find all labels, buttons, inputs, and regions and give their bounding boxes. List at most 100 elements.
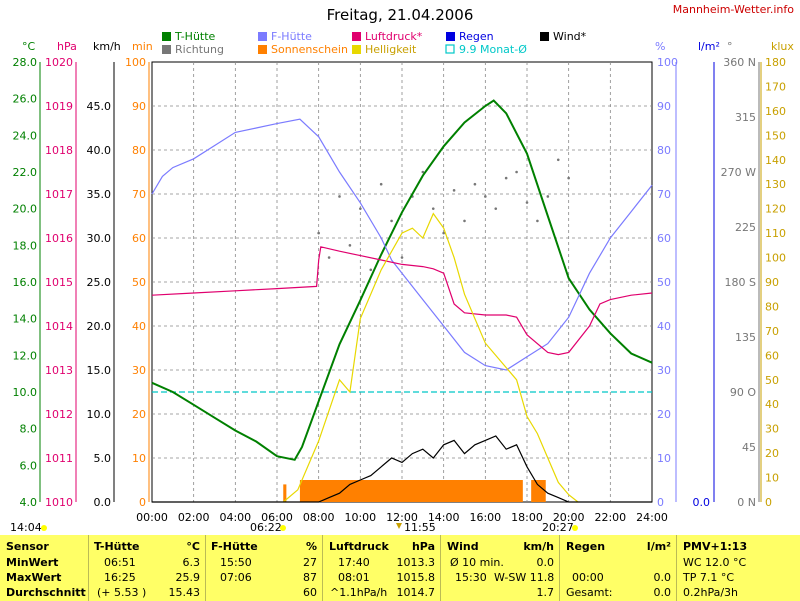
temp-axis-unit: °C <box>22 40 36 53</box>
legend-label: Helligkeit <box>365 43 417 56</box>
legend-swatch <box>162 45 171 54</box>
humidity-axis-tick: 90 <box>657 100 671 113</box>
stats-cell: 08:01 <box>338 571 370 584</box>
pressure-axis-tick: 1018 <box>45 144 73 157</box>
humidity-line <box>151 118 653 371</box>
temp-axis-tick: 28.0 <box>13 56 38 69</box>
stats-header-wind: Wind <box>447 540 479 553</box>
humidity-axis-tick: 60 <box>657 232 671 245</box>
sun-icon <box>41 525 47 531</box>
direction-axis-unit: ° <box>727 40 733 53</box>
brightness-axis-tick: 150 <box>765 129 786 142</box>
brightness-axis-tick: 40 <box>765 398 779 411</box>
pressure-axis-tick: 1013 <box>45 364 73 377</box>
temp-axis-tick: 16.0 <box>13 276 38 289</box>
stats-header-rain: Regen <box>566 540 606 553</box>
sunshine-bar <box>283 484 287 502</box>
stats-divider <box>322 535 323 601</box>
solar-noon-time: 11:55 <box>404 521 436 534</box>
humidity-axis-tick: 40 <box>657 320 671 333</box>
stats-cell: 1013.3 <box>396 556 436 569</box>
stats-row-label: Durchschnitt <box>6 586 86 599</box>
sunshine-axis-tick: 10 <box>132 452 146 465</box>
weather-chart: Freitag, 21.04.2006 Mannheim-Wetter.info T… <box>10 3 794 534</box>
stats-row-label: MinWert <box>6 556 59 569</box>
sunshine-bar <box>299 480 523 502</box>
stats-cell: Gesamt: <box>566 586 613 599</box>
temp-axis-tick: 14.0 <box>13 313 38 326</box>
stats-cell: 6.3 <box>182 556 201 569</box>
brightness-axis-tick: 160 <box>765 105 786 118</box>
sunshine-bar <box>531 480 546 502</box>
wind-axis-unit: km/h <box>93 40 121 53</box>
wind-axis-tick: 30.0 <box>87 232 112 245</box>
pressure-axis-tick: 1012 <box>45 408 73 421</box>
legend-label: 9.9 Monat-Ø <box>459 43 527 56</box>
wind-direction-point <box>390 219 393 223</box>
sunrise-time: 06:22 <box>250 521 282 534</box>
stats-divider <box>676 535 677 601</box>
temperature-line <box>151 99 653 461</box>
stats-header-temp: T-Hütte <box>94 540 140 553</box>
x-axis-tick: 08:00 <box>303 511 335 524</box>
brightness-axis-tick: 50 <box>765 374 779 387</box>
stats-cell: 00:00 <box>572 571 604 584</box>
pressure-axis-tick: 1020 <box>45 56 73 69</box>
temp-axis-tick: 26.0 <box>13 93 38 106</box>
rain-axis-unit: l/m² <box>698 40 720 53</box>
brightness-axis-tick: 130 <box>765 178 786 191</box>
pressure-line <box>151 246 653 356</box>
wind-axis-tick: 35.0 <box>87 188 112 201</box>
legend-swatch <box>258 45 267 54</box>
chart-title: Freitag, 21.04.2006 <box>327 6 474 24</box>
stats-cell: 15.43 <box>168 586 201 599</box>
stats-cell: 0.0 <box>653 571 672 584</box>
humidity-axis-tick: 80 <box>657 144 671 157</box>
wind-direction-point <box>525 201 529 204</box>
humidity-axis-unit: % <box>655 40 665 53</box>
temp-axis-tick: 24.0 <box>13 129 38 142</box>
stats-cell: 15:30 <box>455 571 487 584</box>
brightness-axis-tick: 90 <box>765 276 779 289</box>
pressure-axis-tick: 1015 <box>45 276 73 289</box>
stats-cell: 15:50 <box>220 556 252 569</box>
wind-axis-tick: 15.0 <box>87 364 112 377</box>
wind-direction-point <box>431 207 435 210</box>
wind-direction-point <box>348 244 352 247</box>
stats-cell: 16:25 <box>104 571 136 584</box>
brightness-axis-tick: 10 <box>765 472 779 485</box>
legend-label: Regen <box>459 30 494 43</box>
wind-direction-point <box>546 195 550 198</box>
stats-cell: 0.2hPa/3h <box>683 586 739 599</box>
rain-axis-tick: 0.0 <box>693 496 711 509</box>
x-axis-tick: 06:00 <box>261 511 293 524</box>
legend-swatch <box>446 32 455 41</box>
stats-header-humidity: F-Hütte <box>211 540 258 553</box>
humidity-axis-tick: 50 <box>657 276 671 289</box>
temp-axis-tick: 20.0 <box>13 203 38 216</box>
legend-label: Richtung <box>175 43 224 56</box>
stats-cell: 07:06 <box>220 571 252 584</box>
x-axis-tick: 20:00 <box>553 511 585 524</box>
pressure-axis-tick: 1014 <box>45 320 73 333</box>
wind-axis-tick: 20.0 <box>87 320 112 333</box>
sunshine-axis-tick: 90 <box>132 100 146 113</box>
wind-axis-tick: 5.0 <box>94 452 112 465</box>
stats-header-humidity-unit: % <box>305 540 317 553</box>
direction-axis-tick: 90 O <box>730 386 756 399</box>
wind-direction-point <box>515 170 518 174</box>
legend-swatch <box>258 32 267 41</box>
stats-cell: 06:51 <box>104 556 136 569</box>
legend-label: Sonnenschein <box>271 43 348 56</box>
wind-direction-point <box>556 158 560 162</box>
sunset-icon <box>572 525 578 531</box>
sunshine-axis-tick: 80 <box>132 144 146 157</box>
legend-label: Luftdruck* <box>365 30 423 43</box>
stats-header-pressure: Luftdruck <box>329 540 389 553</box>
wind-direction-point <box>484 195 487 198</box>
brightness-axis-tick: 0 <box>765 496 772 509</box>
wind-direction-point <box>452 189 456 192</box>
temp-axis-tick: 22.0 <box>13 166 38 179</box>
pressure-axis-tick: 1010 <box>45 496 73 509</box>
stats-header-wind-unit: km/h <box>523 540 554 553</box>
